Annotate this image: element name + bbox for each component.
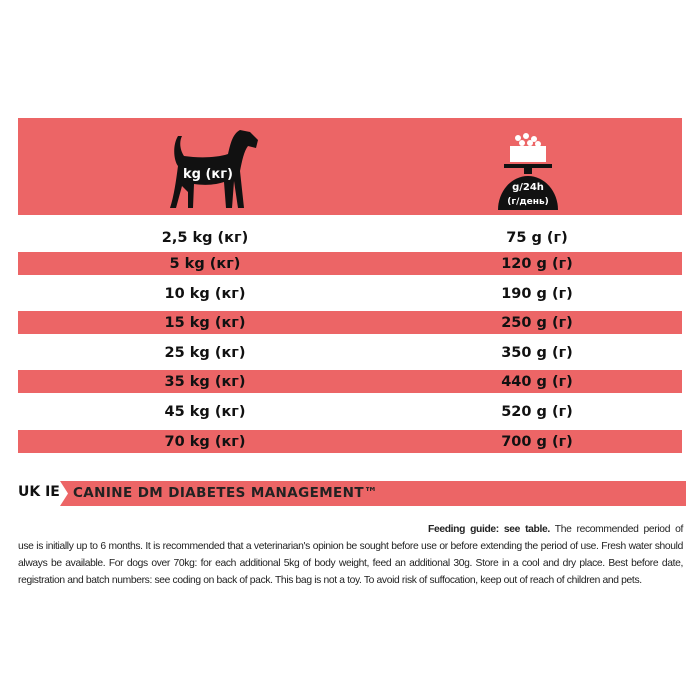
- weight-column-label: kg (кг): [183, 167, 233, 182]
- feeding-guide-body: The recommended period of use is initial…: [18, 524, 684, 586]
- region-code: UK IE: [18, 484, 60, 500]
- table-row: 70 kg (кг) 700 g (г): [18, 430, 682, 453]
- table-row: 25 kg (кг) 350 g (г): [18, 341, 682, 364]
- ration-cell: 440 g (г): [501, 373, 573, 390]
- feeding-table-header: kg (кг) g/24h (г/день): [18, 118, 682, 215]
- ration-label-bottom: (г/день): [507, 197, 549, 207]
- weight-cell: 35 kg (кг): [164, 373, 246, 390]
- weight-cell: 25 kg (кг): [164, 344, 246, 361]
- ration-cell: 120 g (г): [501, 255, 573, 272]
- ration-cell: 250 g (г): [501, 314, 573, 331]
- product-name: CANINE DM DIABETES MANAGEMENT™: [73, 485, 378, 501]
- ration-label-top: g/24h: [512, 182, 544, 193]
- weight-cell: 2,5 kg (кг): [161, 229, 249, 246]
- weight-cell: 10 kg (кг): [164, 285, 246, 302]
- ration-cell: 350 g (г): [501, 344, 573, 361]
- table-row: 15 kg (кг) 250 g (г): [18, 311, 682, 334]
- dog-icon: kg (кг): [170, 130, 258, 208]
- ration-cell: 75 g (г): [506, 229, 568, 246]
- weight-cell: 5 kg (кг): [169, 255, 241, 272]
- weight-cell: 70 kg (кг): [164, 433, 246, 450]
- table-row: 2,5 kg (кг) 75 g (г): [18, 226, 682, 249]
- weight-cell: 15 kg (кг): [164, 314, 246, 331]
- ration-cell: 190 g (г): [501, 285, 573, 302]
- table-row: 10 kg (кг) 190 g (г): [18, 282, 682, 305]
- table-row: 5 kg (кг) 120 g (г): [18, 252, 682, 275]
- ration-cell: 700 g (г): [501, 433, 573, 450]
- feeding-guide-text: Feeding guide: see table. The recommende…: [18, 521, 683, 589]
- food-bowl-scale-icon: g/24h (г/день): [498, 133, 558, 210]
- ration-cell: 520 g (г): [501, 403, 573, 420]
- table-row: 35 kg (кг) 440 g (г): [18, 370, 682, 393]
- table-row: 45 kg (кг) 520 g (г): [18, 400, 682, 423]
- product-banner: CANINE DM DIABETES MANAGEMENT™: [60, 481, 686, 506]
- weight-cell: 45 kg (кг): [164, 403, 246, 420]
- feeding-guide-lead: Feeding guide: see table.: [428, 524, 550, 535]
